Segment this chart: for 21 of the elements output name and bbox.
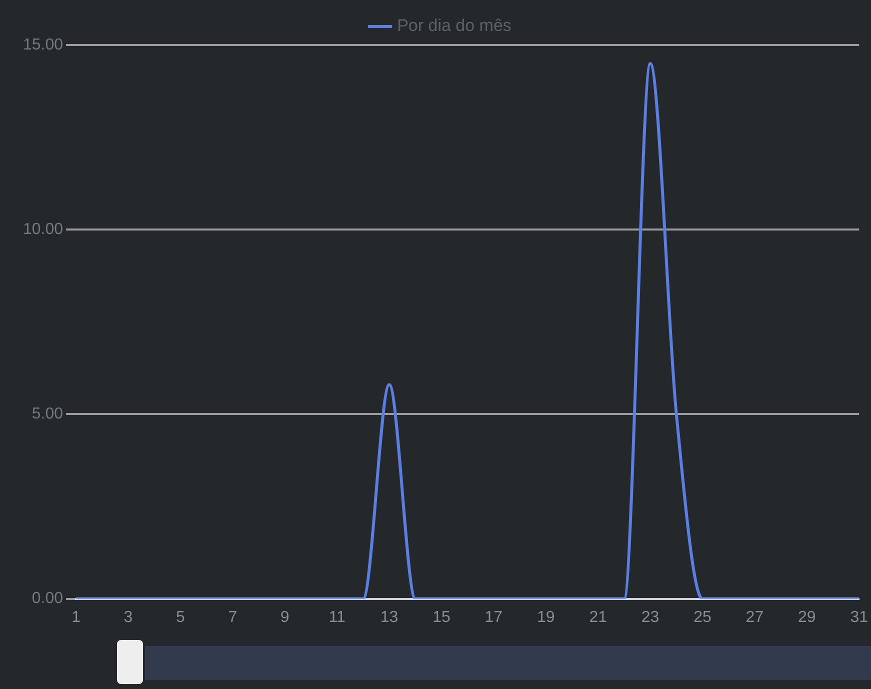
x-tick-label: 29 [798,608,816,626]
x-tick-label: 17 [484,608,503,626]
x-tick-label: 15 [432,608,450,626]
x-tick-label: 5 [176,608,185,626]
x-tick-label: 13 [380,608,398,626]
x-tick-label: 25 [694,608,712,626]
x-tick-label: 27 [746,608,764,626]
y-tick-label: 0.00 [32,590,64,608]
x-tick-label: 19 [536,608,555,626]
x-tick-label: 1 [72,608,81,626]
x-tick-label: 3 [124,608,133,626]
x-tick-label: 31 [850,608,868,626]
y-tick-label: 15.00 [22,36,64,54]
y-tick-label: 5.00 [32,406,64,423]
x-tick-label: 7 [228,608,238,626]
x-tick-label: 23 [641,608,660,626]
x-tick-label: 11 [328,608,346,626]
x-tick-label: 21 [589,608,608,626]
y-tick-label: 10.00 [22,221,64,238]
x-tick-label: 9 [280,608,290,626]
legend-label: Por dia do mês [397,16,512,36]
